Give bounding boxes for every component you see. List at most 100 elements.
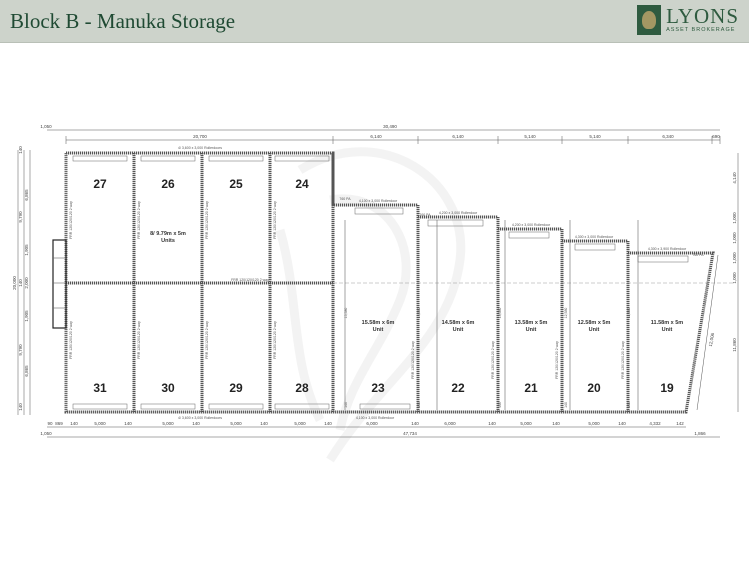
unit-size-label: 11.58m x 5m	[651, 320, 684, 326]
rollerdoor-label: 4,300 x 3,900 Rollerdoor	[648, 247, 687, 251]
rollerdoor	[508, 231, 550, 239]
dim-label: 6,140	[452, 134, 464, 139]
unit-number: 25	[229, 177, 243, 191]
dim-label: 140	[627, 402, 631, 408]
unit-size-sub: Units	[161, 238, 175, 244]
rollerdoor	[208, 403, 264, 410]
dim-label: 2,000	[24, 277, 29, 289]
unit-size-sub: Unit	[453, 327, 464, 333]
dim-label: 20,000	[12, 276, 17, 290]
unit-number: 30	[161, 381, 175, 395]
rollerdoor	[574, 243, 616, 251]
dim-line	[696, 254, 719, 411]
header-bar: Block B - Manuka Storage LYONS ASSET BRO…	[0, 0, 749, 43]
firewall-label: FRR 120/120/120 2 way	[411, 341, 415, 379]
dim-label: 6,000	[444, 421, 456, 426]
dim-label: 1,866	[694, 431, 706, 436]
firewall-label: FRR 120/120/120 2 way	[621, 341, 625, 379]
unit-size-sub: Unit	[373, 327, 384, 333]
unit-number: 26	[161, 177, 175, 191]
dim-label: 5,000	[294, 421, 306, 426]
brand-logo: LYONS ASSET BROKERAGE	[637, 5, 739, 35]
dim-label: 5,000	[520, 421, 532, 426]
firewall-label: FRR 120/120/120 2 way	[205, 201, 209, 239]
pa-door-label: 760 PA	[419, 213, 431, 217]
lion-watermark	[275, 147, 466, 463]
unit-number: 24	[295, 177, 309, 191]
dim-label: 47,734	[403, 431, 417, 436]
unit-size-label: 8/ 9.79m x 5m	[150, 231, 186, 237]
dim-label: 140	[260, 421, 268, 426]
dim-label: 140	[124, 421, 132, 426]
dim-label: 869	[55, 421, 63, 426]
dim-label: 5,000	[230, 421, 242, 426]
dim-label: 30,490	[383, 124, 397, 129]
firewall-label: FRR 120/120/120 2 way	[491, 341, 495, 379]
unit-size-sub: Unit	[662, 327, 673, 333]
dim-label: 5,000	[94, 421, 106, 426]
unit-number: 29	[229, 381, 243, 395]
depth-dim-label: 13,580	[498, 308, 502, 319]
unit-size-label: 15.58m x 6m	[362, 320, 395, 326]
firewall-label: FRR 120/120/120 2 way	[69, 321, 73, 359]
brand-name: LYONS	[666, 4, 739, 28]
dim-label: 140	[18, 403, 23, 411]
dim-label: 140	[18, 146, 23, 154]
rollerdoor-label: 4,100 x 3,000 Rollerdoor	[359, 199, 398, 203]
dim-label: 690	[712, 134, 720, 139]
dim-label: 12,006	[708, 332, 715, 347]
unit-number: 19	[660, 381, 674, 395]
firewall-label: FRR 120/120/120 2 way	[273, 321, 277, 359]
dim-label: 140	[411, 421, 419, 426]
dim-label: 1,050	[40, 431, 52, 436]
rollerdoor	[208, 155, 264, 162]
rollerdoor	[359, 403, 411, 410]
dim-label: 140	[564, 402, 568, 408]
dim-label: 1,905	[24, 310, 29, 322]
firewall-label: FRR 120/120/120 2 way	[137, 321, 141, 359]
rollerdoor	[274, 155, 330, 162]
dim-label: 140	[344, 402, 348, 408]
rollerdoor	[140, 403, 196, 410]
dim-label: 1,000	[732, 212, 737, 224]
rollerdoor	[354, 207, 404, 215]
dim-label: 4,140	[732, 172, 737, 184]
rollerdoor-label: 4,300 x 3,000 Rollerdoor	[575, 235, 614, 239]
depth-dim-label: 11,580	[627, 308, 631, 318]
dim-label: 6,000	[366, 421, 378, 426]
dim-label: 140	[488, 421, 496, 426]
dim-label: 1,000	[732, 252, 737, 264]
firewall-label: FRR 120/120/120 2 way	[555, 341, 559, 379]
dim-label: 6,865	[24, 365, 29, 377]
unit-size-label: 14.58m x 6m	[442, 320, 475, 326]
dim-label: 1,050	[40, 124, 52, 129]
depth-dim-label: 15,580	[344, 308, 348, 319]
dim-label: 1,000	[732, 272, 737, 284]
rollerdoor-label: 4,200 x 3,000 Rollerdoor	[512, 223, 551, 227]
dim-label: 140	[498, 402, 502, 408]
dim-label: 9,790	[18, 211, 23, 223]
rollerdoor	[637, 255, 689, 263]
unit-number: 28	[295, 381, 309, 395]
dim-label: 5,140	[524, 134, 536, 139]
dim-label: 5,000	[588, 421, 600, 426]
rollerdoor-label: 4,200 x 3,000 Rollerdoor	[439, 211, 478, 215]
unit-number: 27	[93, 177, 107, 191]
dim-label: 20,700	[193, 134, 207, 139]
dim-label: 6,140	[370, 134, 382, 139]
firewall-label: FRR 120/120/120 2 way	[231, 278, 269, 282]
rollerdoor	[140, 155, 196, 162]
dim-label: 1,000	[732, 232, 737, 244]
firewall-label: FRR 120/120/120 2 way	[205, 321, 209, 359]
brand-subtitle: ASSET BROKERAGE	[666, 27, 736, 33]
dim-label: 6,340	[662, 134, 674, 139]
pa-door-label: 760 PA	[692, 253, 704, 257]
dim-label: 9,790	[18, 344, 23, 356]
rollerdoor	[427, 219, 484, 227]
unit-number: 23	[371, 381, 385, 395]
rollerdoor	[72, 403, 128, 410]
rollerdoor-label: 4/ 3,600 x 3,000 Rollerdoors	[178, 416, 222, 420]
dim-label: 140	[417, 402, 421, 408]
dim-label: 4,332	[649, 421, 661, 426]
